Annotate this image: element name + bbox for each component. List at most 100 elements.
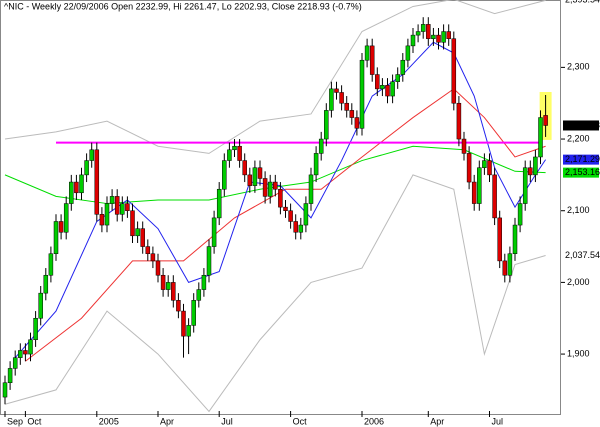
candle-body [104, 203, 110, 226]
candle-body [400, 59, 406, 75]
candle-body [176, 300, 181, 312]
candle-body [114, 196, 120, 215]
candle-body [410, 34, 416, 47]
candle-body [369, 45, 375, 75]
candle-body [533, 156, 538, 176]
value-label: 2,153.16 [565, 167, 600, 177]
candle-body [385, 85, 390, 97]
candle-body [237, 145, 242, 161]
candle-body [160, 274, 166, 290]
candle-body [313, 153, 319, 176]
candle-body [497, 217, 502, 262]
candle-body [38, 292, 43, 319]
value-label: 2,393.54 [565, 0, 600, 5]
candle-body [477, 167, 482, 204]
candle-body [69, 181, 74, 204]
x-tick-label: Jul [221, 416, 233, 426]
candle-body [227, 149, 232, 161]
candle-body [324, 110, 329, 140]
candle-body [18, 350, 23, 358]
candle-body [125, 203, 130, 211]
y-tick-label: 1,900 [567, 348, 590, 358]
candle-body [79, 174, 84, 194]
value-box [563, 154, 599, 165]
candle-body [298, 224, 304, 233]
candle-body [63, 203, 69, 233]
candle-body [94, 149, 100, 215]
chart-title: ^NIC - Weekly 22/09/2006 Open 2232.99, H… [4, 1, 362, 11]
candle-body [522, 167, 528, 204]
candle-body [48, 253, 54, 276]
candle-body [242, 160, 247, 176]
candle-body [318, 138, 324, 154]
candle-body [334, 88, 339, 93]
candle-body [283, 206, 288, 211]
candle-body [466, 153, 472, 183]
candle-body [150, 253, 156, 262]
candle-body [405, 45, 411, 61]
indicator-line [4, 0, 546, 154]
candle-body [528, 167, 533, 176]
y-tick-label: 2,100 [567, 205, 590, 215]
candle-body [84, 160, 89, 176]
candle-body [2, 382, 8, 398]
candle-body [140, 228, 145, 247]
candle-body [211, 217, 217, 247]
x-tick-label: Jul [492, 416, 504, 426]
candle-body [23, 350, 28, 355]
value-box [563, 167, 599, 178]
y-tick-label: 2,200 [567, 133, 590, 143]
candle-body [507, 253, 513, 276]
candle-body [216, 188, 222, 219]
indicator-line [25, 88, 546, 362]
value-label: 2,171.29 [565, 154, 600, 164]
candle-body [380, 85, 385, 90]
y-tick-label: 2,300 [567, 62, 590, 72]
candle-body [349, 110, 355, 118]
candle-body [99, 214, 105, 226]
candle-body [492, 174, 497, 219]
candle-body [502, 260, 508, 276]
x-tick-label: 2005 [99, 416, 119, 426]
candle-body [135, 228, 140, 237]
candle-body [181, 310, 186, 337]
candle-body [186, 325, 191, 337]
candle-body [130, 210, 135, 237]
indicator-line [4, 174, 546, 413]
candle-body [109, 196, 115, 204]
candle-body [451, 38, 457, 104]
candle-body [155, 260, 161, 276]
candle-body [395, 74, 400, 82]
candle-body [441, 31, 446, 43]
candle-body [267, 181, 273, 197]
candle-body [74, 181, 79, 194]
candle-body [247, 174, 253, 186]
candle-body [420, 24, 426, 32]
candle-body [461, 138, 467, 154]
candle-body [436, 34, 441, 43]
candle-body [145, 246, 151, 254]
candle-body [543, 115, 548, 126]
candle-body [120, 203, 125, 215]
candle-body [390, 81, 395, 97]
candle-body [58, 221, 64, 233]
candle-body [339, 92, 344, 104]
x-tick-label: Apr [160, 416, 174, 426]
candle-body [359, 59, 365, 129]
candle-body [232, 145, 237, 151]
candle-body [426, 24, 431, 39]
x-tick-label: Apr [430, 416, 444, 426]
candle-body [329, 88, 334, 111]
candle-body [471, 181, 477, 204]
candle-body [517, 203, 523, 226]
candle-body [482, 160, 487, 168]
close-box [563, 120, 599, 131]
candle-body [512, 224, 518, 254]
candle-body [538, 117, 543, 158]
candle-body [12, 357, 18, 369]
x-tick-label: Oct [293, 416, 308, 426]
candle-body [53, 221, 59, 254]
candle-body [252, 167, 258, 186]
candle-body [303, 203, 309, 226]
